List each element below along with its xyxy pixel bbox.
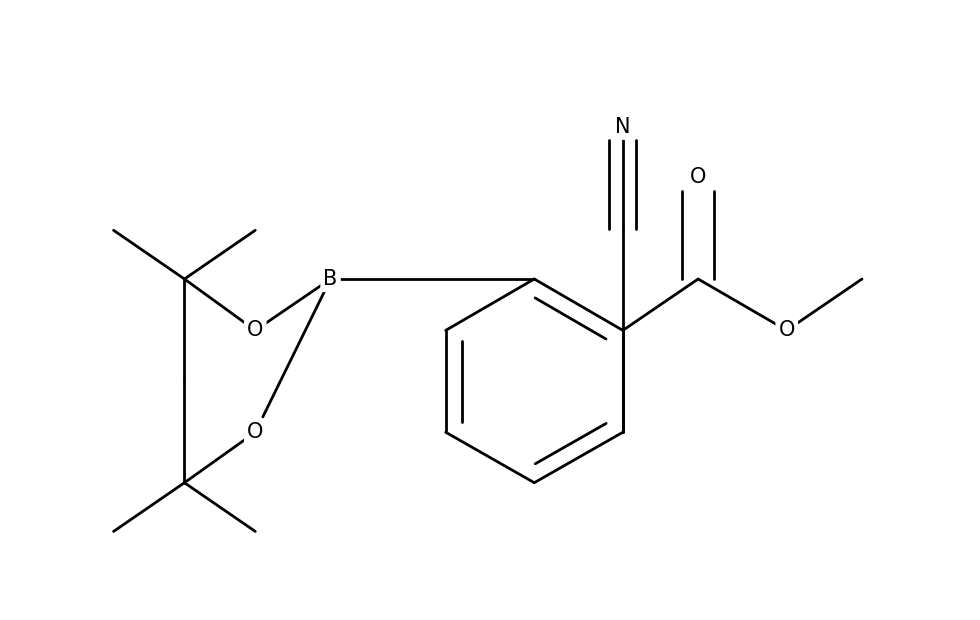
Text: O: O (778, 321, 795, 340)
Text: N: N (615, 117, 630, 136)
Text: O: O (690, 167, 707, 187)
Text: O: O (247, 422, 264, 442)
Text: B: B (323, 269, 338, 289)
Text: O: O (247, 321, 264, 340)
